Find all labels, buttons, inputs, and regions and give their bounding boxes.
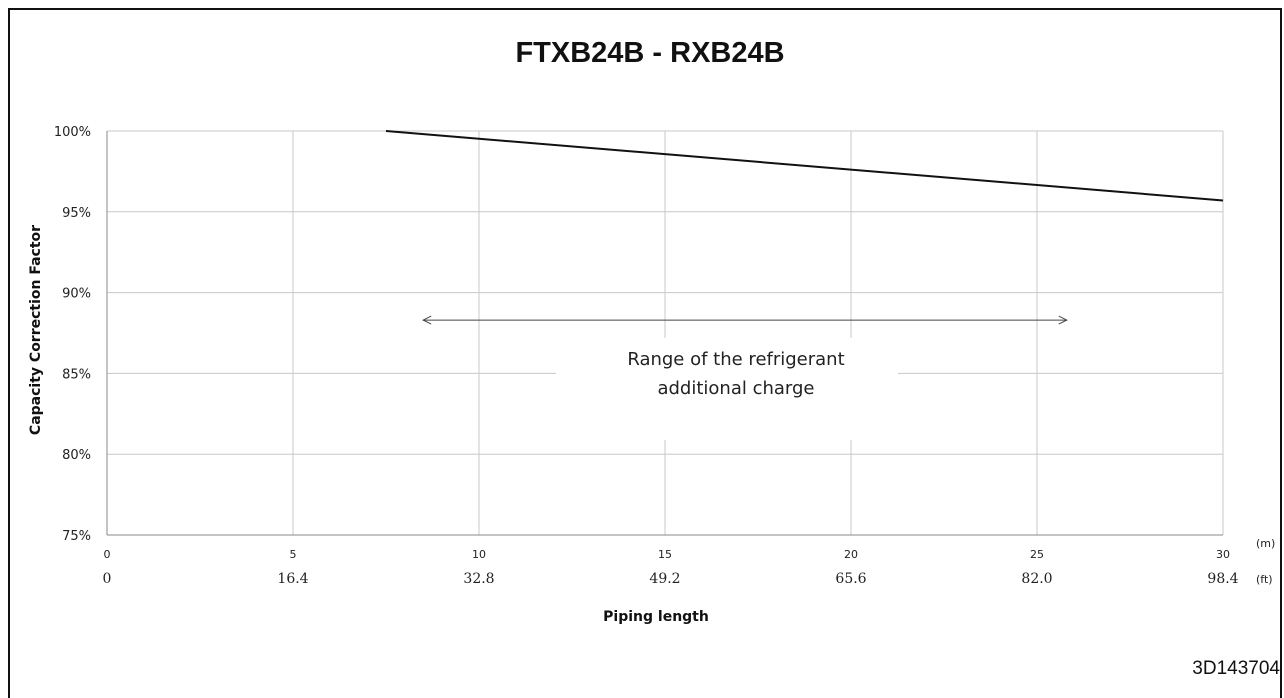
series-line bbox=[386, 131, 1223, 200]
x-tick-label-ft: 0 bbox=[103, 571, 112, 587]
series-layer bbox=[386, 131, 1223, 200]
x-tick-labels: 0 0 5 16.4 10 32.8 15 49.2 20 65.6 25 82.0 30 98.4 bbox=[103, 548, 1239, 587]
x-tick-label-ft: 49.2 bbox=[649, 571, 680, 587]
y-axis-label: Capacity Correction Factor bbox=[28, 225, 44, 435]
y-tick-label: 85% bbox=[62, 367, 91, 382]
x-unit-m: (m) bbox=[1256, 537, 1275, 550]
y-tick-label: 80% bbox=[62, 448, 91, 463]
y-tick-label: 95% bbox=[62, 206, 91, 221]
x-tick-label-ft: 32.8 bbox=[463, 571, 494, 587]
x-tick-label-ft: 65.6 bbox=[835, 571, 866, 587]
annotation-text: additional charge bbox=[657, 378, 814, 399]
x-tick-label-m: 20 bbox=[844, 548, 858, 561]
x-tick-label-m: 10 bbox=[472, 548, 486, 561]
x-tick-label-ft: 98.4 bbox=[1207, 571, 1238, 587]
x-tick-label-m: 15 bbox=[658, 548, 672, 561]
x-tick-label-ft: 16.4 bbox=[277, 571, 308, 587]
y-tick-label: 90% bbox=[62, 287, 91, 302]
x-axis-label: Piping length bbox=[603, 609, 709, 625]
x-tick-label-m: 0 bbox=[104, 548, 111, 561]
chart-title: FTXB24B - RXB24B bbox=[515, 37, 784, 69]
drawing-code: 3D143704 bbox=[1192, 658, 1280, 679]
x-tick-label-m: 30 bbox=[1216, 548, 1230, 561]
x-tick-label-m: 25 bbox=[1030, 548, 1044, 561]
x-tick-label-ft: 82.0 bbox=[1021, 571, 1052, 587]
grid bbox=[107, 131, 1223, 535]
annotation-text: Range of the refrigerant bbox=[627, 349, 844, 370]
y-tick-label: 75% bbox=[62, 529, 91, 544]
x-unit-ft: (ft) bbox=[1256, 573, 1273, 586]
range-annotation: Range of the refrigerant additional charg… bbox=[423, 316, 1067, 440]
x-tick-label-m: 5 bbox=[290, 548, 297, 561]
y-tick-label: 100% bbox=[54, 125, 91, 140]
y-tick-labels: 75% 80% 85% 90% 95% 100% bbox=[54, 125, 91, 544]
